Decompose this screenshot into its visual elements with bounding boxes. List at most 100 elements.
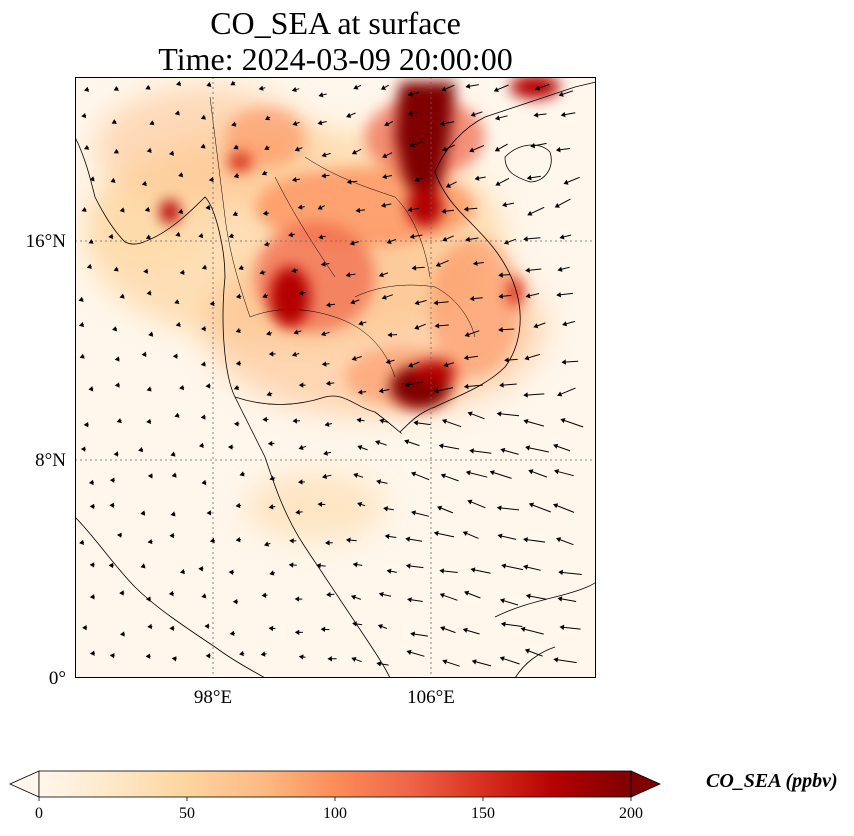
- wind-arrow-head: [356, 417, 362, 423]
- wind-arrow-head: [89, 176, 95, 182]
- wind-arrow-head: [498, 293, 503, 299]
- wind-arrow-head: [465, 83, 471, 89]
- wind-arrow-head: [235, 360, 241, 367]
- wind-arrow-head: [534, 85, 541, 91]
- wind-arrow-head: [266, 391, 272, 397]
- wind-arrow-head: [350, 299, 356, 305]
- wind-arrow-head: [208, 176, 214, 183]
- wind-arrow-head: [351, 355, 357, 361]
- wind-arrow-head: [557, 391, 563, 397]
- wind-arrow-head: [317, 120, 323, 126]
- colorbar-tick-100: 100: [323, 805, 347, 822]
- wind-arrow-head: [200, 361, 206, 367]
- wind-arrow-head: [232, 599, 238, 605]
- colorbar-tick-150: 150: [471, 805, 495, 822]
- wind-arrow-head: [89, 650, 95, 656]
- colorbar-min-extend: [9, 770, 40, 798]
- wind-arrow-head: [499, 382, 504, 388]
- wind-arrow-head: [554, 202, 560, 208]
- wind-arrow-head: [465, 470, 471, 476]
- wind-arrow-head: [297, 204, 303, 210]
- wind-arrow-head: [378, 272, 384, 278]
- wind-arrow-head: [524, 648, 530, 654]
- wind-arrow-head: [86, 263, 92, 270]
- wind-arrow-head: [442, 659, 448, 665]
- wind-arrow-head: [259, 269, 265, 275]
- wind-arrow-head: [198, 442, 204, 449]
- wind-arrow-head: [291, 87, 297, 93]
- wind-arrow-head: [229, 630, 235, 637]
- wind-arrow-head: [404, 381, 410, 388]
- wind-arrow-head: [467, 499, 473, 505]
- wind-arrow-head: [523, 236, 528, 242]
- wind-arrow-head: [386, 568, 392, 574]
- wind-arrow: [466, 471, 488, 478]
- wind-arrow-head: [198, 233, 204, 239]
- wind-arrow-head: [555, 147, 561, 153]
- wind-arrow-head: [109, 477, 115, 483]
- wind-arrow-head: [144, 206, 150, 213]
- wind-arrow-head: [523, 537, 528, 543]
- wind-arrow-head: [404, 439, 410, 445]
- wind-arrow-head: [148, 331, 154, 337]
- wind-arrow-head: [298, 382, 304, 388]
- wind-arrow-head: [88, 386, 94, 392]
- wind-arrow-head: [440, 626, 446, 632]
- wind-arrow-head: [289, 538, 294, 544]
- colorbar: [9, 770, 661, 801]
- wind-arrow-head: [463, 354, 469, 361]
- wind-arrow-head: [172, 353, 178, 359]
- wind-arrow-head: [179, 384, 185, 391]
- lon-tick-98e: 98°E: [193, 687, 233, 708]
- wind-arrow-head: [325, 380, 331, 387]
- wind-arrow-head: [413, 420, 419, 426]
- wind-arrow-head: [441, 86, 447, 92]
- wind-arrow-head: [79, 353, 85, 359]
- wind-arrow-head: [498, 326, 503, 333]
- wind-arrow-head: [323, 450, 328, 456]
- wind-arrow-head: [557, 266, 563, 272]
- wind-arrow-head: [497, 533, 503, 539]
- wind-arrow-head: [520, 626, 526, 632]
- wind-arrow-head: [174, 110, 180, 116]
- wind-arrow-head: [439, 120, 445, 127]
- wind-arrow-head: [291, 176, 297, 183]
- wind-arrow-head: [321, 361, 327, 367]
- wind-arrow-head: [268, 504, 274, 510]
- wind-arrow-head: [230, 80, 236, 86]
- wind-arrow-head: [235, 327, 241, 333]
- wind-arrow-head: [378, 388, 384, 394]
- wind-arrow-head: [119, 590, 124, 596]
- wind-arrow-head: [500, 621, 506, 627]
- wind-arrow-head: [469, 448, 475, 454]
- wind-arrow-head: [530, 143, 536, 149]
- wind-arrow-head: [318, 234, 324, 240]
- wind-arrow-head: [235, 537, 241, 543]
- wind-arrow-head: [439, 568, 445, 574]
- wind-arrow-head: [405, 563, 411, 569]
- coastlines: [75, 81, 596, 678]
- wind-arrow-head: [385, 358, 391, 364]
- wind-arrow-head: [553, 657, 559, 663]
- wind-arrow-head: [494, 146, 501, 152]
- wind-arrow-head: [288, 562, 294, 568]
- wind-arrow-head: [109, 502, 115, 508]
- wind-arrow-head: [116, 532, 122, 538]
- wind-arrow-head: [318, 92, 324, 98]
- wind-arrow-head: [297, 479, 303, 485]
- wind-arrow-head: [345, 272, 351, 278]
- wind-arrow-head: [405, 536, 411, 542]
- wind-arrow-head: [557, 596, 563, 602]
- map-border: [75, 77, 596, 678]
- wind-arrow-head: [113, 85, 119, 91]
- wind-arrow-head: [264, 145, 270, 151]
- wind-arrow: [521, 628, 544, 635]
- wind-arrow-head: [414, 300, 420, 306]
- wind-arrow-head: [379, 418, 385, 424]
- wind-arrow-head: [558, 569, 563, 576]
- wind-arrow-head: [171, 656, 177, 662]
- wind-arrow-head: [113, 266, 119, 272]
- wind-arrow-head: [560, 111, 566, 118]
- wind-arrow-head: [298, 444, 304, 450]
- wind-arrow-head: [346, 179, 352, 185]
